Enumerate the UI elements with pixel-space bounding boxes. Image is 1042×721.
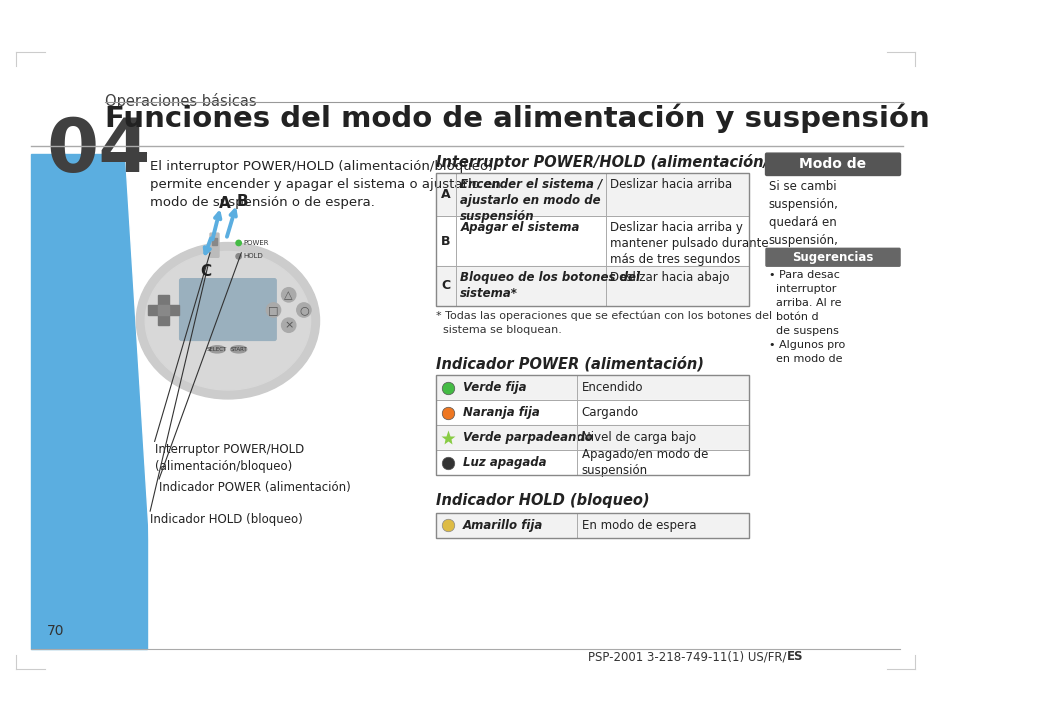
Text: Cargando: Cargando xyxy=(581,407,639,420)
Bar xyxy=(437,216,749,266)
Text: Deslizar hacia arriba y
mantener pulsado durante
más de tres segundos: Deslizar hacia arriba y mantener pulsado… xyxy=(611,221,769,265)
Text: 04: 04 xyxy=(47,115,151,188)
Text: A: A xyxy=(441,188,451,201)
Bar xyxy=(437,375,749,400)
Ellipse shape xyxy=(209,346,225,353)
Text: △: △ xyxy=(284,290,293,300)
Text: Apagar el sistema: Apagar el sistema xyxy=(461,221,579,234)
Bar xyxy=(437,513,749,538)
Circle shape xyxy=(297,303,312,317)
Text: Luz apagada: Luz apagada xyxy=(463,456,546,469)
Text: ×: × xyxy=(284,320,294,330)
Text: ○: ○ xyxy=(299,305,308,315)
Text: Indicador HOLD (bloqueo): Indicador HOLD (bloqueo) xyxy=(437,493,649,508)
Bar xyxy=(437,266,749,306)
Bar xyxy=(437,216,749,266)
Polygon shape xyxy=(125,154,183,649)
Bar xyxy=(437,400,749,425)
Text: * Todas las operaciones que se efectúan con los botones del
  sistema se bloquea: * Todas las operaciones que se efectúan … xyxy=(437,311,772,335)
Text: Indicador HOLD (bloqueo): Indicador HOLD (bloqueo) xyxy=(150,513,303,526)
Text: 70: 70 xyxy=(47,624,64,638)
Text: Interruptor POWER/HOLD
(alimentación/bloqueo): Interruptor POWER/HOLD (alimentación/blo… xyxy=(154,443,304,473)
Text: A: A xyxy=(219,196,230,211)
Text: C: C xyxy=(442,279,450,293)
Text: Sugerencias: Sugerencias xyxy=(792,251,873,264)
Bar xyxy=(437,375,749,400)
Bar xyxy=(437,513,749,538)
Text: Encender el sistema /
ajustarlo en modo de
suspensión: Encender el sistema / ajustarlo en modo … xyxy=(461,177,602,223)
Circle shape xyxy=(281,318,296,332)
Text: Verde fija: Verde fija xyxy=(463,381,526,394)
Text: Bloqueo de los botones del
sistema*: Bloqueo de los botones del sistema* xyxy=(461,270,640,300)
FancyBboxPatch shape xyxy=(210,233,219,257)
Text: Si se cambi
suspensión,
quedará en
suspensión,
punto en el: Si se cambi suspensión, quedará en suspe… xyxy=(769,180,839,265)
Text: B: B xyxy=(441,234,451,248)
Text: El interruptor POWER/HOLD (alimentación/bloqueo)
permite encender y apagar el si: El interruptor POWER/HOLD (alimentación/… xyxy=(150,160,501,209)
FancyBboxPatch shape xyxy=(179,279,276,340)
Bar xyxy=(148,305,179,315)
Text: HOLD: HOLD xyxy=(243,253,263,260)
Text: B: B xyxy=(237,194,248,209)
Text: □: □ xyxy=(268,305,279,315)
Text: SELECT: SELECT xyxy=(207,347,227,352)
Text: ES: ES xyxy=(787,650,803,663)
Bar xyxy=(437,400,749,425)
Bar xyxy=(437,173,749,306)
Ellipse shape xyxy=(145,252,311,390)
Ellipse shape xyxy=(137,242,320,399)
Bar xyxy=(437,266,749,306)
Circle shape xyxy=(235,254,242,259)
Text: Encendido: Encendido xyxy=(581,381,643,394)
Text: Verde parpadeando: Verde parpadeando xyxy=(463,431,593,444)
Text: Indicador POWER (alimentación): Indicador POWER (alimentación) xyxy=(437,355,704,371)
Text: Funciones del modo de alimentación y suspensión: Funciones del modo de alimentación y sus… xyxy=(105,104,931,133)
Text: Apagado/en modo de
suspensión: Apagado/en modo de suspensión xyxy=(581,448,709,477)
Text: Modo de: Modo de xyxy=(799,157,867,172)
Circle shape xyxy=(281,288,296,302)
Bar xyxy=(31,154,148,649)
Circle shape xyxy=(267,303,280,317)
Bar xyxy=(158,305,169,315)
Bar xyxy=(158,295,169,325)
Text: Operaciones básicas: Operaciones básicas xyxy=(105,93,257,109)
Bar xyxy=(437,173,749,216)
Ellipse shape xyxy=(230,346,247,353)
Text: Indicador POWER (alimentación): Indicador POWER (alimentación) xyxy=(159,481,351,494)
Bar xyxy=(437,451,749,475)
Text: C: C xyxy=(200,263,212,278)
Bar xyxy=(437,425,749,451)
Bar xyxy=(212,238,217,244)
Bar xyxy=(437,451,749,475)
Bar xyxy=(437,375,749,475)
Text: START: START xyxy=(230,347,247,352)
FancyBboxPatch shape xyxy=(766,248,900,266)
FancyBboxPatch shape xyxy=(766,153,900,175)
Text: POWER: POWER xyxy=(243,240,269,246)
Text: En modo de espera: En modo de espera xyxy=(581,519,696,532)
Bar xyxy=(437,173,749,216)
Circle shape xyxy=(235,240,242,246)
Text: Amarillo fija: Amarillo fija xyxy=(463,519,543,532)
Text: Interruptor POWER/HOLD (alimentación/bloqueo): Interruptor POWER/HOLD (alimentación/blo… xyxy=(437,154,842,169)
Bar xyxy=(437,513,749,538)
Text: Deslizar hacia arriba: Deslizar hacia arriba xyxy=(611,177,733,191)
Bar xyxy=(437,425,749,451)
Text: Nivel de carga bajo: Nivel de carga bajo xyxy=(581,431,696,444)
Text: • Para desac
  interruptor
  arriba. Al re
  botón d
  de suspens
• Algunos pro
: • Para desac interruptor arriba. Al re b… xyxy=(769,270,845,364)
Text: PSP-2001 3-218-749-11(1) US/FR/: PSP-2001 3-218-749-11(1) US/FR/ xyxy=(588,650,787,663)
Text: Naranja fija: Naranja fija xyxy=(463,407,540,420)
Text: Deslizar hacia abajo: Deslizar hacia abajo xyxy=(611,270,730,283)
